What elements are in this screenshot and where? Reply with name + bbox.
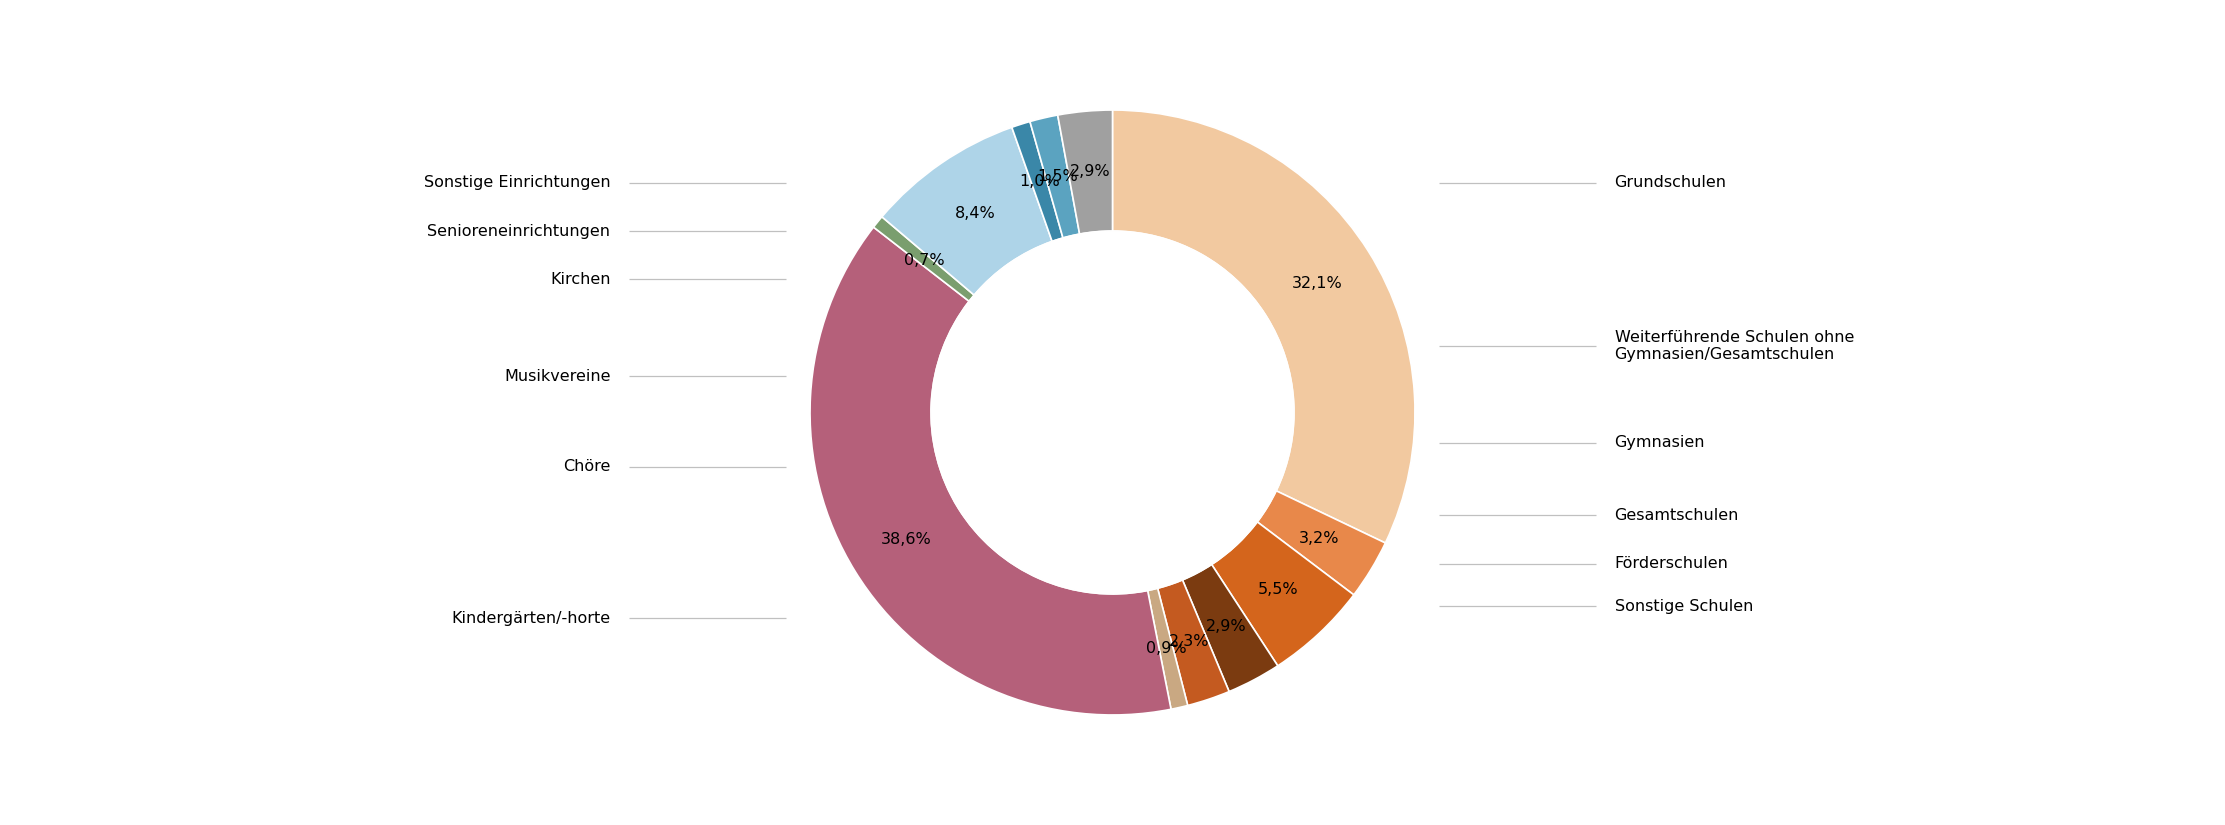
Text: 32,1%: 32,1% xyxy=(1293,276,1342,291)
Text: Senioreneinrichtungen: Senioreneinrichtungen xyxy=(427,224,610,238)
Text: Insgesamt:: Insgesamt: xyxy=(1059,375,1166,395)
Text: Musikvereine: Musikvereine xyxy=(503,369,610,384)
Wedge shape xyxy=(1157,580,1228,705)
Text: 8,4%: 8,4% xyxy=(955,205,995,221)
Text: 2,9%: 2,9% xyxy=(1206,619,1246,634)
Text: 13.155: 13.155 xyxy=(1077,433,1148,453)
Wedge shape xyxy=(1057,110,1112,234)
Text: Förderschulen: Förderschulen xyxy=(1615,556,1729,571)
Text: Chöre: Chöre xyxy=(563,460,610,474)
Text: Sonstige Schulen: Sonstige Schulen xyxy=(1615,599,1753,614)
Text: 0,7%: 0,7% xyxy=(903,252,946,267)
Text: Sonstige Einrichtungen: Sonstige Einrichtungen xyxy=(423,175,610,190)
Text: Kindergärten/-horte: Kindergärten/-horte xyxy=(452,610,610,625)
Wedge shape xyxy=(1181,564,1277,691)
Text: Grundschulen: Grundschulen xyxy=(1615,175,1727,190)
Text: Gesamtschulen: Gesamtschulen xyxy=(1615,508,1740,523)
Text: 0,9%: 0,9% xyxy=(1146,641,1186,656)
Wedge shape xyxy=(874,217,975,301)
Wedge shape xyxy=(1030,115,1079,238)
Circle shape xyxy=(930,231,1295,594)
Wedge shape xyxy=(881,127,1052,295)
Text: 1,0%: 1,0% xyxy=(1019,174,1059,190)
Text: 38,6%: 38,6% xyxy=(881,532,932,547)
Wedge shape xyxy=(1112,110,1415,543)
Wedge shape xyxy=(1257,491,1386,595)
Text: Kirchen: Kirchen xyxy=(550,272,610,287)
Wedge shape xyxy=(1213,522,1353,666)
Text: 3,2%: 3,2% xyxy=(1299,530,1339,546)
Wedge shape xyxy=(1148,588,1188,710)
Wedge shape xyxy=(810,227,1170,715)
Text: 1,5%: 1,5% xyxy=(1037,169,1077,184)
Text: 2,9%: 2,9% xyxy=(1070,164,1110,179)
Wedge shape xyxy=(1012,121,1064,242)
Text: 2,3%: 2,3% xyxy=(1168,634,1210,649)
Text: Gymnasien: Gymnasien xyxy=(1615,436,1704,450)
Text: Weiterführende Schulen ohne
Gymnasien/Gesamtschulen: Weiterführende Schulen ohne Gymnasien/Ge… xyxy=(1615,330,1853,362)
Text: 5,5%: 5,5% xyxy=(1257,582,1297,597)
